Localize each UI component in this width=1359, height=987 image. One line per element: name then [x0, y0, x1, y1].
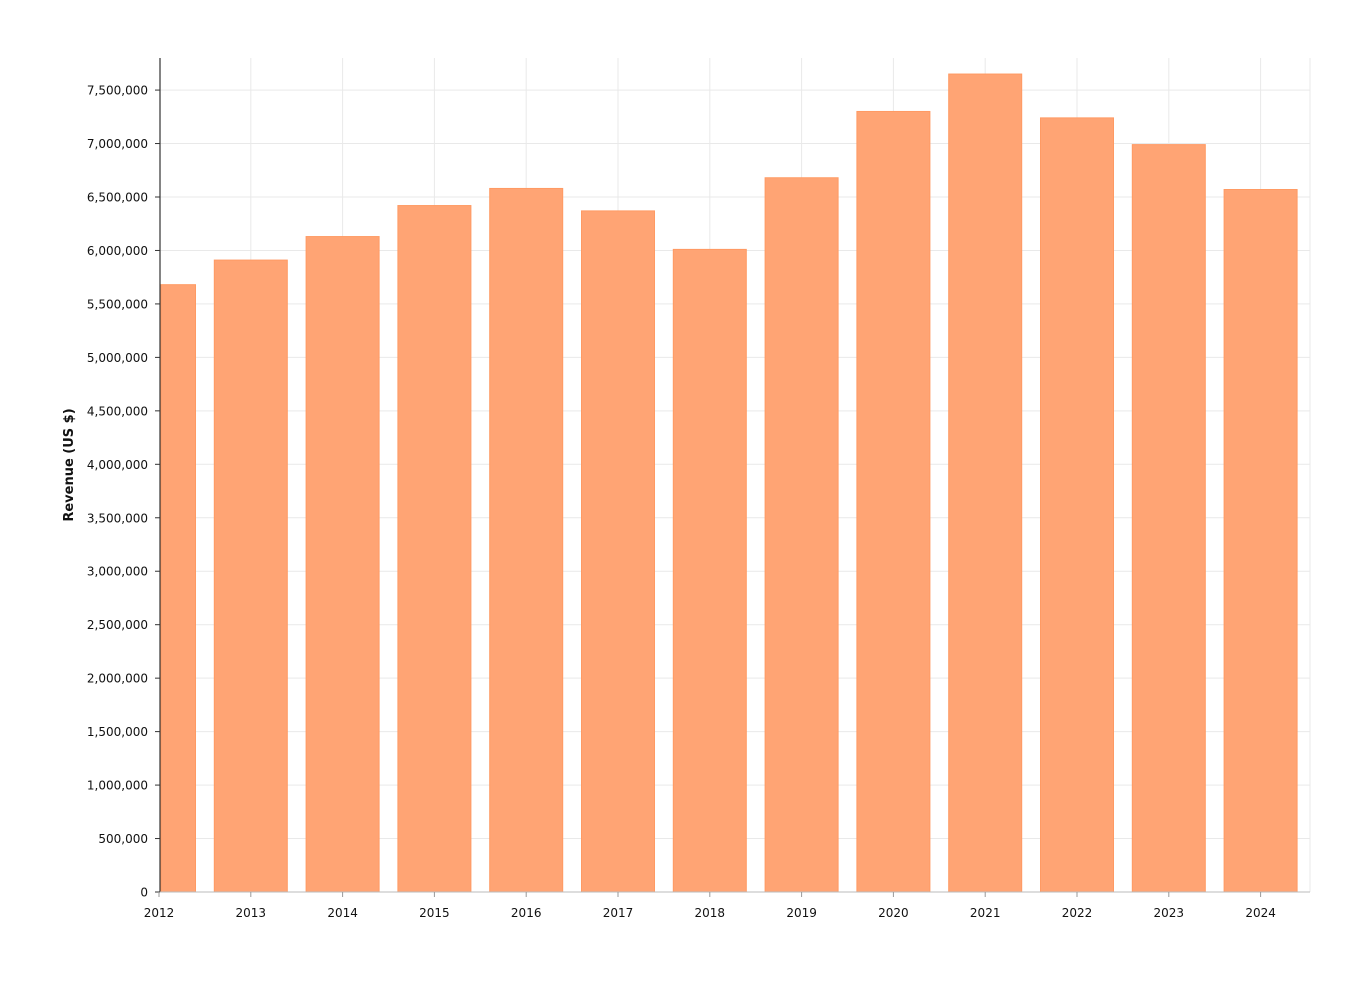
bar-2015 [397, 205, 472, 893]
bar-2021 [948, 73, 1023, 893]
x-tick-label: 2021 [970, 906, 1001, 920]
x-tick-labels: 2012 2013 2014 2015 2016 2017 2018 2019 2020 2021… [144, 906, 1276, 920]
y-tick-label: 0 [140, 886, 148, 900]
x-tick-label: 2019 [786, 906, 817, 920]
x-tick-label: 2020 [878, 906, 909, 920]
x-tick-label: 2017 [603, 906, 634, 920]
axes-layer [155, 58, 1310, 897]
y-tick-label: 5,000,000 [87, 351, 148, 365]
y-tick-label: 6,000,000 [87, 244, 148, 258]
y-tick-label: 1,500,000 [87, 725, 148, 739]
bar-2023 [1131, 144, 1206, 893]
y-axis-label: Revenue (US $) [62, 408, 77, 521]
y-tick-label: 4,000,000 [87, 458, 148, 472]
bar-2020 [856, 110, 931, 893]
x-tick-label: 2018 [695, 906, 726, 920]
bar-2013 [213, 259, 288, 893]
y-tick-label: 500,000 [98, 832, 148, 846]
x-tick-label: 2016 [511, 906, 542, 920]
y-tick-label: 3,000,000 [87, 565, 148, 579]
y-tick-label: 5,500,000 [87, 297, 148, 311]
x-tick-label: 2013 [236, 906, 267, 920]
bar-2017 [581, 210, 655, 893]
x-tick-label: 2024 [1245, 906, 1276, 920]
bar-2018 [672, 248, 747, 893]
y-tick-label: 4,500,000 [87, 404, 148, 418]
bar-2024 [1223, 189, 1298, 893]
y-tick-label: 6,500,000 [87, 191, 148, 205]
x-tick-label: 2015 [419, 906, 450, 920]
y-tick-label: 2,000,000 [87, 672, 148, 686]
y-tick-label: 7,500,000 [87, 84, 148, 98]
bar-2014 [305, 236, 380, 893]
y-tick-label: 2,500,000 [87, 618, 148, 632]
x-tick-label: 2023 [1154, 906, 1185, 920]
x-tick-label: 2012 [144, 906, 175, 920]
bar-2019 [764, 177, 839, 893]
bars-layer [160, 73, 1298, 893]
bar-2016 [489, 187, 564, 893]
y-tick-labels: 0 500,000 1,000,000 1,500,000 2,000,000 2,500… [87, 84, 148, 900]
y-tick-label: 7,000,000 [87, 137, 148, 151]
x-tick-label: 2014 [327, 906, 358, 920]
bar-2012 [160, 284, 196, 893]
x-tick-label: 2022 [1062, 906, 1093, 920]
bar-2022 [1040, 117, 1114, 893]
y-tick-label: 1,000,000 [87, 779, 148, 793]
y-tick-label: 3,500,000 [87, 511, 148, 525]
